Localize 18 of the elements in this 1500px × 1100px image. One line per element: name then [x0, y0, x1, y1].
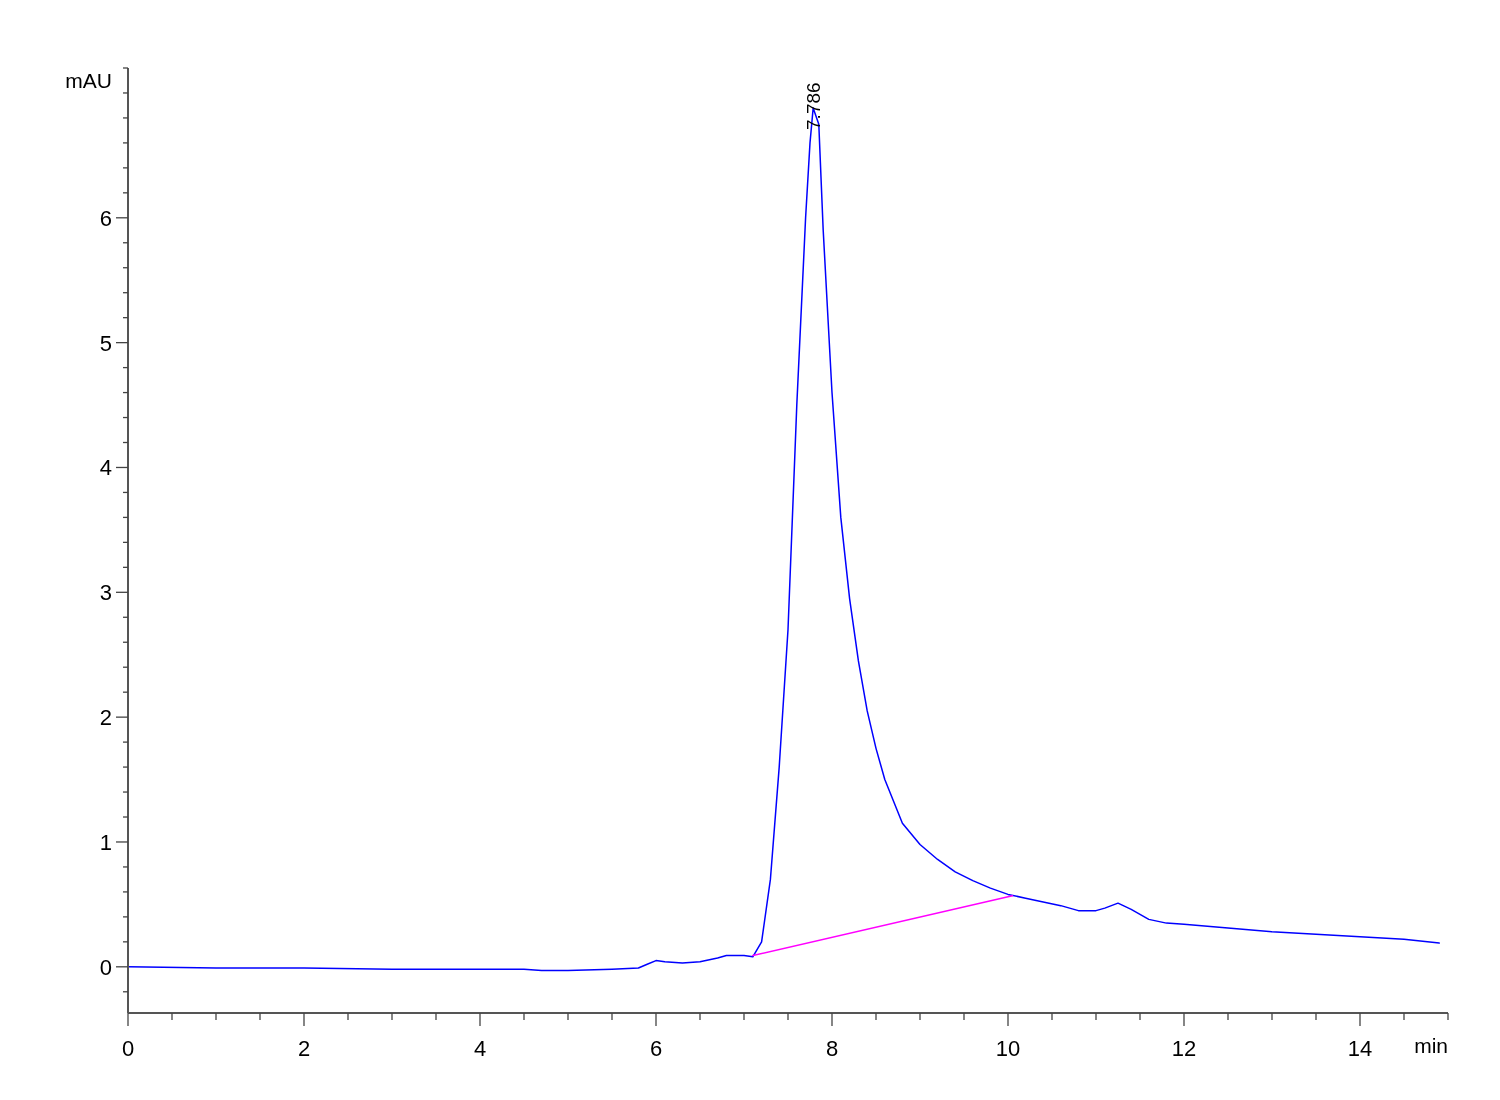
x-tick-label: 12	[1171, 1036, 1197, 1061]
y-tick-label: 6	[99, 205, 112, 231]
x-axis-title: min	[1414, 1034, 1448, 1057]
y-tick-label: 1	[99, 829, 112, 855]
x-tick-label: 14	[1347, 1036, 1373, 1061]
x-tick-label: 4	[473, 1036, 487, 1061]
annotation: 7.786	[803, 82, 825, 130]
x-tick-label: 10	[995, 1036, 1021, 1061]
x-tick-label: 6	[649, 1036, 663, 1061]
x-tick-label: 0	[121, 1036, 135, 1061]
x-tick-label: 2	[297, 1036, 311, 1061]
y-axis-title: mAU	[65, 69, 112, 92]
y-tick-label: 0	[99, 954, 112, 980]
y-tick-label: 5	[99, 330, 112, 356]
y-tick-label: 4	[99, 455, 112, 481]
y-tick-label: 2	[99, 705, 112, 731]
x-tick-label: 8	[825, 1036, 839, 1061]
y-tick-label: 3	[99, 580, 112, 606]
